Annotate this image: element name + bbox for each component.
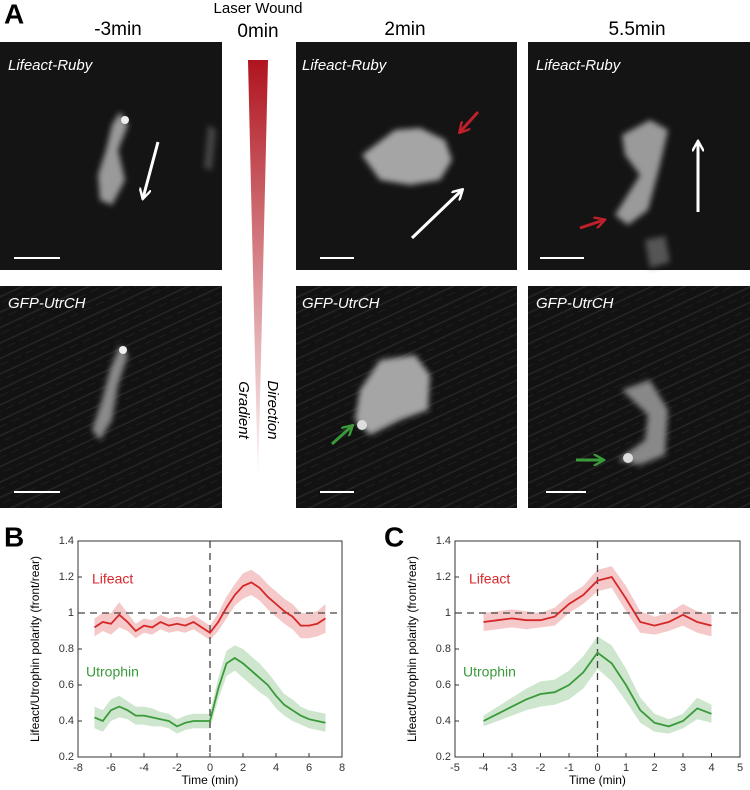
x-tick-label: -2 — [536, 762, 546, 774]
image-label: GFP-UtrCH — [536, 295, 614, 312]
image-label: Lifeact-Ruby — [536, 57, 622, 74]
y-tick-label: 1 — [68, 607, 74, 619]
series-label: Utrophin — [86, 664, 139, 680]
y-tick-label: 0.2 — [59, 751, 74, 763]
y-tick-label: 0.8 — [59, 643, 74, 655]
series-line — [94, 581, 326, 635]
y-tick-label: 1.2 — [436, 571, 451, 583]
image-label: GFP-UtrCH — [8, 295, 86, 312]
x-tick-label: 5 — [737, 762, 743, 774]
arrow — [143, 141, 160, 198]
y-tick-label: 0.8 — [436, 643, 451, 655]
series-line — [483, 575, 712, 627]
wound-label: Laser Wound — [214, 0, 303, 17]
y-tick-label: 0.6 — [59, 679, 74, 691]
y-axis-label: Lifeact/Utrophin polarity (front/rear) — [28, 556, 42, 742]
x-tick-label: 0 — [207, 762, 213, 774]
x-tick-label: -4 — [139, 762, 149, 774]
x-tick-label: -6 — [106, 762, 116, 774]
y-tick-label: 1.4 — [59, 535, 74, 547]
y-tick-label: 0.2 — [436, 751, 451, 763]
y-tick-label: 0.4 — [59, 715, 74, 727]
x-tick-label: 4 — [708, 762, 714, 774]
error-band — [94, 645, 326, 734]
cell-highlight — [623, 453, 633, 463]
arrow — [330, 426, 352, 446]
cells — [92, 112, 670, 465]
series-label: Lifeact — [92, 571, 133, 587]
x-tick-label: 1 — [623, 762, 629, 774]
y-axis-label: Lifeact/Utrophin polarity (front/rear) — [405, 556, 419, 742]
column-header: 2min — [384, 19, 425, 40]
image-label: GFP-UtrCH — [302, 295, 380, 312]
gradient-label: Direction — [264, 380, 281, 439]
x-tick-label: -3 — [507, 762, 517, 774]
x-tick-label: -4 — [479, 762, 489, 774]
error-band — [94, 569, 326, 640]
column-header: -3min — [94, 19, 142, 40]
x-tick-label: -2 — [172, 762, 182, 774]
panel-label: B — [4, 521, 24, 552]
image-label: Lifeact-Ruby — [302, 57, 388, 74]
gradient-label: Gradient — [235, 381, 252, 439]
cell-highlight — [119, 346, 127, 354]
series-label: Lifeact — [469, 571, 510, 587]
x-axis-label: Time (min) — [569, 773, 626, 787]
y-tick-label: 0.4 — [436, 715, 451, 727]
y-tick-label: 0.6 — [436, 679, 451, 691]
panel-label: A — [4, 0, 24, 29]
x-tick-label: -5 — [450, 762, 460, 774]
panel-label: C — [384, 521, 404, 552]
scale-bars — [14, 257, 586, 493]
x-tick-label: 3 — [680, 762, 686, 774]
x-tick-label: 8 — [339, 762, 345, 774]
y-tick-label: 1.2 — [59, 571, 74, 583]
y-tick-label: 1 — [445, 607, 451, 619]
arrow — [410, 190, 462, 240]
series-label: Utrophin — [463, 664, 516, 680]
x-tick-label: -1 — [564, 762, 574, 774]
x-tick-label: 4 — [273, 762, 279, 774]
error-band — [483, 566, 712, 637]
arrow — [460, 110, 480, 132]
x-tick-label: -8 — [73, 762, 83, 774]
x-tick-label: 2 — [240, 762, 246, 774]
column-header: 5.5min — [608, 19, 665, 40]
series-line — [483, 651, 712, 728]
gradient-wedge — [248, 60, 268, 485]
x-tick-label: 2 — [651, 762, 657, 774]
image-label: Lifeact-Ruby — [8, 57, 94, 74]
y-tick-label: 1.4 — [436, 535, 451, 547]
x-tick-label: 0 — [594, 762, 600, 774]
cell-highlight — [121, 116, 129, 124]
arrow — [579, 220, 604, 230]
cell-highlight — [357, 420, 367, 430]
series-line — [94, 656, 326, 728]
microscopy-images: Lifeact-Ruby Lifeact-Ruby Lifeact-Ruby G… — [0, 42, 750, 508]
x-tick-label: 6 — [306, 762, 312, 774]
x-axis-label: Time (min) — [182, 773, 239, 787]
column-header: 0min — [237, 21, 278, 42]
